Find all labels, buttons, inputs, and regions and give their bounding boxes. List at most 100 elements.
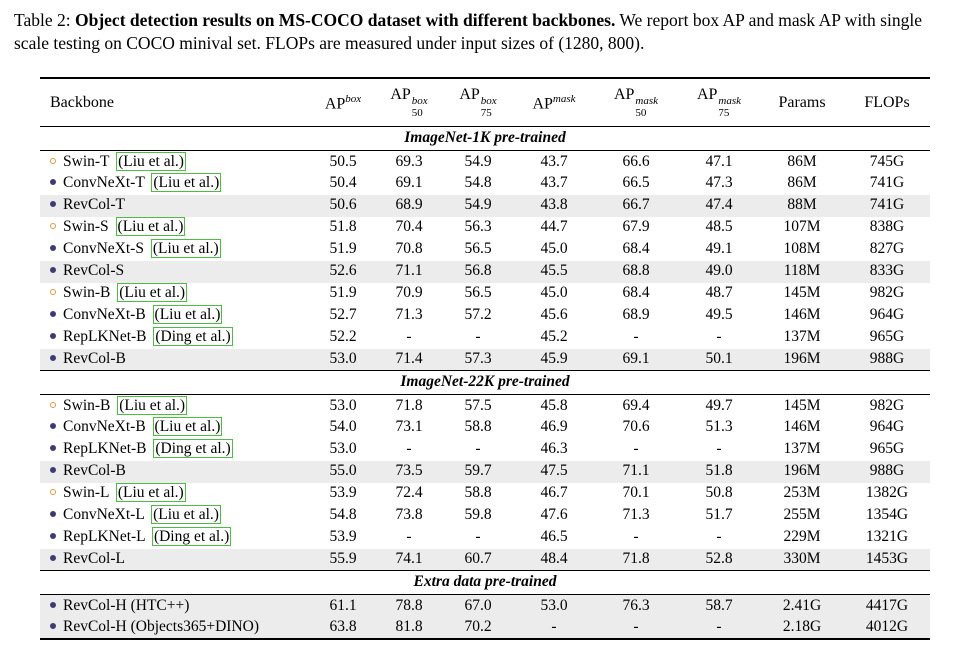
value-cell: 54.9 (464, 196, 492, 214)
value-cell: 78.8 (395, 596, 423, 614)
value-cell: 46.9 (540, 418, 568, 436)
citation-link[interactable]: (Liu et al.) (116, 151, 186, 171)
model-name: Swin-B (63, 396, 111, 414)
value-cell: 68.8 (622, 262, 650, 280)
backbone-cell: Swin-S (Liu et al.) (40, 217, 310, 239)
citation-link[interactable]: (Liu et al.) (117, 395, 188, 415)
value-cell: 71.1 (622, 462, 650, 480)
value-cell: 71.8 (395, 396, 423, 414)
value-cell: 48.5 (705, 218, 733, 236)
value-cell: 53.9 (329, 484, 357, 502)
citation-link[interactable]: (Liu et al.) (151, 505, 221, 525)
model-name: RevCol-L (63, 550, 125, 568)
value-cell: 66.7 (622, 196, 650, 214)
model-name: ConvNeXt-S (63, 240, 144, 258)
model-bullet-icon (50, 267, 56, 274)
col-header-ap-box-50: AP box 50 (376, 78, 442, 128)
value-cell: 71.3 (622, 506, 650, 524)
value-cell: 49.0 (705, 262, 733, 280)
value-cell: 229M (783, 528, 821, 546)
value-cell: - (716, 328, 722, 346)
value-cell: 50.4 (329, 174, 357, 192)
table-row: RevCol-H (HTC++) 61.1 78.8 67.0 53.0 76.3 58.7… (40, 594, 930, 617)
value-cell: 56.8 (464, 262, 492, 280)
value-cell: - (475, 328, 481, 346)
value-cell: 46.5 (540, 528, 568, 546)
model-bullet-icon (50, 423, 56, 430)
table-row: RepLKNet-L (Ding et al.) 53.9 - - 46.5 - - 229M… (40, 527, 930, 549)
value-cell: 4417G (865, 596, 909, 614)
value-cell: 255M (783, 506, 821, 524)
value-cell: 52.8 (705, 550, 733, 568)
citation-link[interactable]: (Liu et al.) (152, 417, 223, 437)
citation-link[interactable]: (Liu et al.) (150, 239, 221, 259)
table-row: RevCol-B 55.0 73.5 59.7 47.5 71.1 51.8 196M 988G (40, 460, 930, 483)
caption-label: Table 2: (14, 10, 75, 30)
value-cell: 66.5 (622, 174, 650, 192)
value-cell: 57.5 (464, 396, 492, 414)
col-header-params: Params (760, 78, 844, 128)
citation-link[interactable]: (Ding et al.) (151, 527, 232, 547)
value-cell: - (475, 528, 481, 546)
table-row: RevCol-L 55.9 74.1 60.7 48.4 71.8 52.8 330M 1453… (40, 548, 930, 571)
value-cell: 53.0 (329, 440, 357, 458)
value-cell: 54.8 (464, 174, 492, 192)
value-cell: - (406, 440, 412, 458)
model-name: RepLKNet-B (63, 328, 147, 346)
value-cell: 58.8 (464, 418, 492, 436)
table-row: Swin-L (Liu et al.) 53.9 72.4 58.8 46.7 70.1 5… (40, 483, 930, 505)
value-cell: 49.7 (705, 396, 733, 414)
citation-link[interactable]: (Ding et al.) (153, 327, 233, 347)
value-cell: 43.8 (540, 196, 568, 214)
citation-link[interactable]: (Liu et al.) (117, 283, 188, 303)
section-title: Extra data pre-trained (40, 570, 930, 596)
model-bullet-icon (50, 555, 56, 562)
model-bullet-icon (50, 533, 56, 540)
model-name: RevCol-H (HTC++) (63, 596, 190, 614)
backbone-cell: ConvNeXt-S (Liu et al.) (40, 239, 310, 261)
backbone-cell: RepLKNet-B (Ding et al.) (40, 439, 310, 461)
value-cell: 51.9 (329, 240, 357, 258)
value-cell: 1382G (865, 484, 909, 502)
swin-bullet-icon (50, 401, 56, 408)
value-cell: 44.7 (540, 218, 568, 236)
value-cell: 45.5 (540, 262, 568, 280)
value-cell: 53.0 (540, 596, 568, 614)
value-cell: 51.8 (705, 462, 733, 480)
value-cell: 46.3 (540, 440, 568, 458)
value-cell: 47.3 (705, 174, 733, 192)
value-cell: 71.3 (395, 306, 423, 324)
value-cell: 59.7 (464, 462, 492, 480)
backbone-cell: ConvNeXt-B (Liu et al.) (40, 417, 310, 439)
value-cell: 146M (783, 306, 821, 324)
swin-bullet-icon (50, 157, 56, 164)
col-header-flops: FLOPs (844, 78, 930, 128)
value-cell: 59.8 (464, 506, 492, 524)
citation-link[interactable]: (Liu et al.) (115, 217, 186, 237)
citation-link[interactable]: (Liu et al.) (151, 173, 222, 193)
value-cell: 56.5 (464, 284, 492, 302)
value-cell: 46.7 (540, 484, 568, 502)
value-cell: - (633, 328, 639, 346)
value-cell: 53.9 (329, 528, 357, 546)
value-cell: 47.5 (540, 462, 568, 480)
value-cell: 73.1 (395, 418, 423, 436)
model-name: RepLKNet-L (63, 528, 146, 546)
value-cell: 71.4 (395, 350, 423, 368)
value-cell: 81.8 (395, 617, 423, 635)
value-cell: 73.5 (395, 462, 423, 480)
backbone-cell: RevCol-B (40, 349, 310, 371)
table-row: Swin-S (Liu et al.) 51.8 70.4 56.3 44.7 67.9 4… (40, 217, 930, 239)
value-cell: 48.4 (540, 550, 568, 568)
backbone-cell: RevCol-H (HTC++) (40, 595, 310, 617)
value-cell: 53.0 (329, 350, 357, 368)
table-row: ConvNeXt-B (Liu et al.) 52.7 71.3 57.2 45.6 6… (40, 305, 930, 327)
value-cell: 1354G (865, 506, 909, 524)
citation-link[interactable]: (Liu et al.) (152, 305, 223, 325)
citation-link[interactable]: (Ding et al.) (153, 439, 233, 459)
value-cell: 108M (783, 240, 821, 258)
citation-link[interactable]: (Liu et al.) (115, 483, 186, 503)
value-cell: 76.3 (622, 596, 650, 614)
value-cell: 50.6 (329, 196, 357, 214)
value-cell: 45.2 (540, 328, 568, 346)
